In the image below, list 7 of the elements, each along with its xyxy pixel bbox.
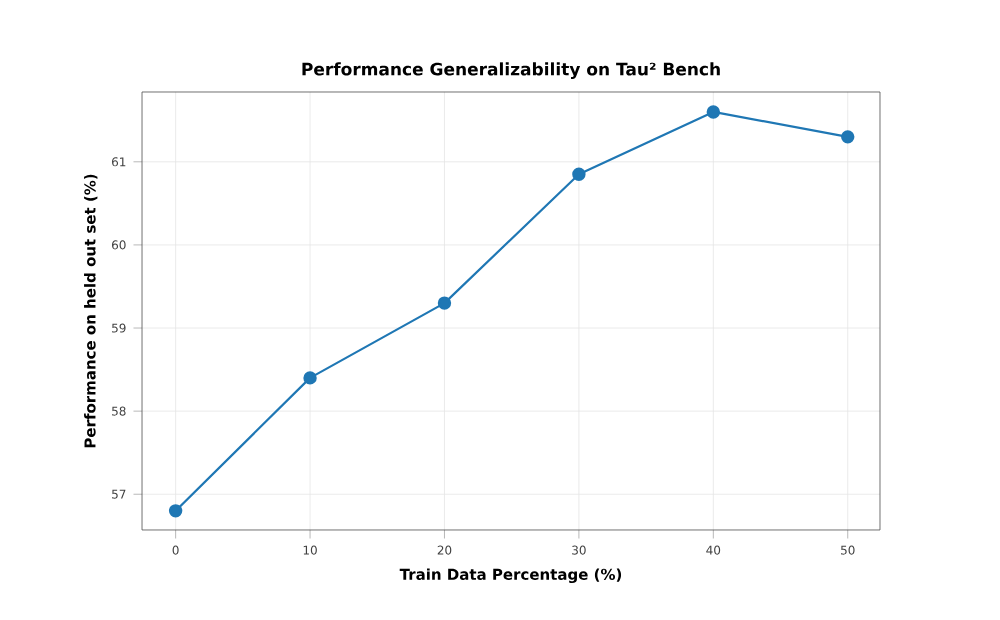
point bbox=[706, 105, 721, 119]
point bbox=[572, 167, 586, 181]
point bbox=[437, 296, 452, 310]
point bbox=[841, 130, 855, 144]
chart-title: Performance Generalizability on Tau² Bench bbox=[302, 62, 720, 79]
point bbox=[303, 371, 317, 385]
point bbox=[168, 504, 183, 518]
